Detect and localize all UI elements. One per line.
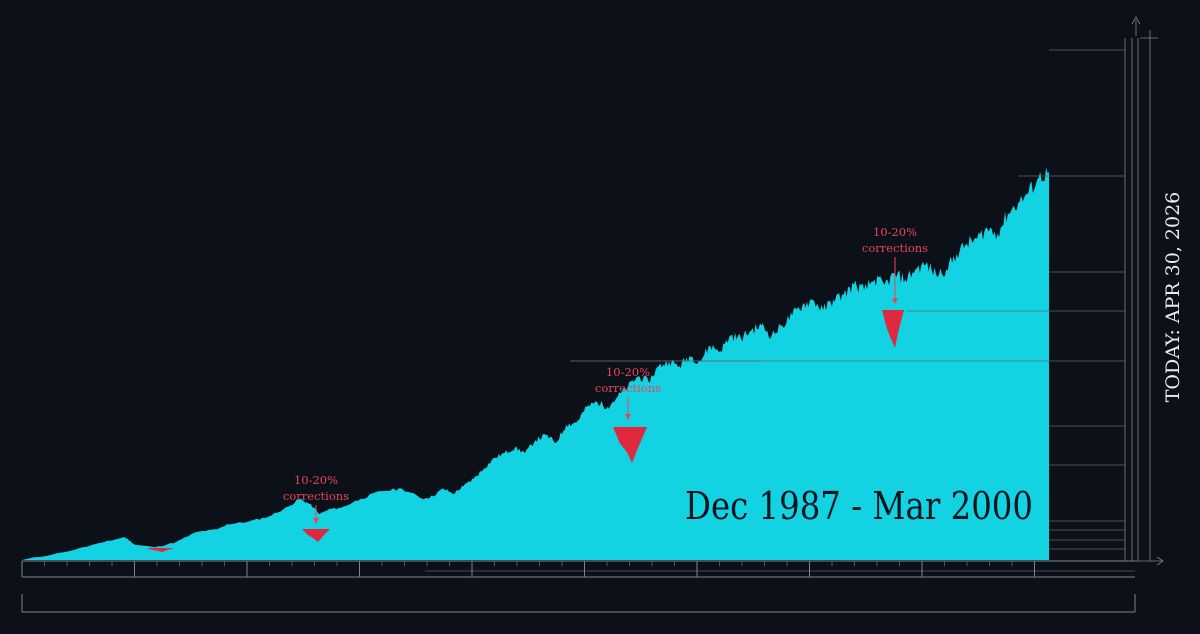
level-lines-layer: [570, 49, 1125, 550]
correction-dip-4: [146, 548, 174, 552]
annotation-line2-2: corrections: [595, 381, 661, 395]
correction-dip-3: [882, 310, 904, 348]
y-ruler-arrow-head: [1131, 16, 1141, 25]
annotation-line1-2: 10-20%: [606, 365, 650, 379]
correction-dip-2: [613, 427, 647, 463]
annotation-line1-3: 10-20%: [873, 225, 917, 239]
area-series-layer: [22, 167, 1049, 560]
annotation-arrowhead-1: [313, 518, 319, 524]
axis-layer: [21, 16, 1164, 613]
annotation-arrowhead-2: [625, 414, 631, 420]
annotation-line2-1: corrections: [283, 489, 349, 503]
annotation-layer: 10-20% corrections 10-20% corrections 10-20%…: [283, 225, 928, 524]
today-label: TODAY: APR 30, 2026: [1162, 192, 1184, 403]
correction-dip-1: [302, 529, 330, 542]
annotation-arrowhead-3: [892, 298, 898, 304]
period-label: Dec 1987 - Mar 2000: [685, 484, 1033, 528]
series-area: [22, 167, 1049, 560]
annotation-line2-3: corrections: [862, 241, 928, 255]
correction-layer: [146, 310, 904, 552]
annotation-line1-1: 10-20%: [294, 473, 338, 487]
